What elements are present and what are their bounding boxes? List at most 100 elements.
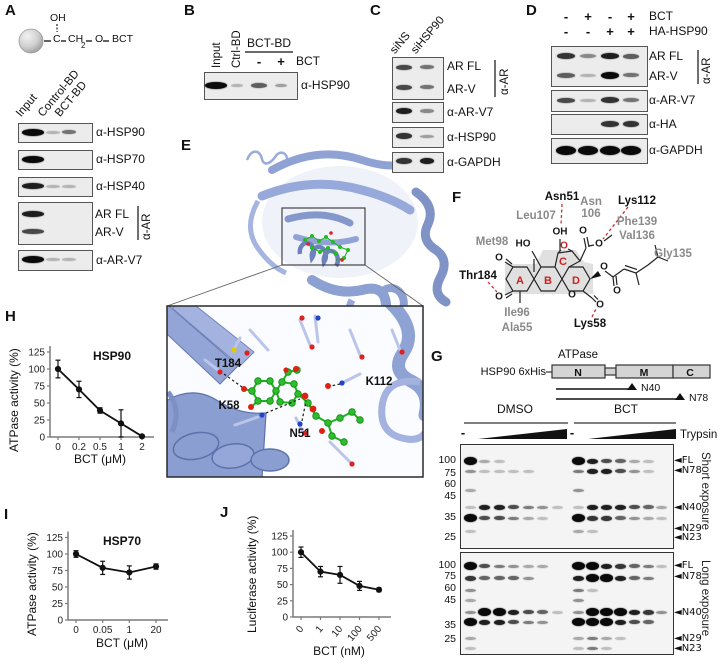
gel-band <box>508 469 519 473</box>
gel-band <box>537 564 548 568</box>
protein-band <box>231 83 243 87</box>
gel-band <box>464 575 476 581</box>
x-tick-label: 1 <box>127 625 133 636</box>
domain-m: M <box>639 367 649 379</box>
protein-band <box>420 65 434 69</box>
ring-letter: B <box>544 275 552 287</box>
gel-band <box>464 636 476 640</box>
protein-band <box>396 133 412 139</box>
blot-box <box>18 202 93 245</box>
data-point <box>126 569 133 576</box>
x-tick-label: 0 <box>55 442 61 453</box>
minus-symbol: - <box>256 54 262 69</box>
gel-band <box>522 620 534 624</box>
chart-hsp90-atpase: 0 25 50 75 100 125 0 0.2 0.5 1 2 <box>28 346 154 453</box>
blot-label-c-arv7: α-AR-V7 <box>447 105 494 119</box>
gel-band <box>522 469 534 473</box>
residue-label: Asn51 <box>544 191 580 203</box>
plus-symbol: + <box>277 54 285 69</box>
minus-symbol: - <box>460 425 466 440</box>
y-tick-label: 100 <box>28 365 45 376</box>
gel-band <box>571 562 585 570</box>
exposure-label-long: Long exposure <box>699 560 711 637</box>
gel-band <box>585 574 599 582</box>
protein-band <box>46 257 60 261</box>
protein-band <box>22 183 44 189</box>
fragment-arrow-label: ◄N23 <box>674 643 702 654</box>
atom-label: O <box>495 252 503 264</box>
x-tick-label: 500 <box>365 624 384 644</box>
gel-band <box>493 469 505 473</box>
protein-structure <box>166 150 451 337</box>
x-tick-label: 0.05 <box>93 625 113 636</box>
protein-band <box>623 73 639 77</box>
gel-band <box>586 646 598 650</box>
protein-band <box>396 158 412 164</box>
gel-band <box>478 608 491 616</box>
trypsin-gradient <box>464 422 676 439</box>
gel-band <box>551 505 563 509</box>
panel-letter-e: E <box>181 137 192 154</box>
gel-band <box>572 469 584 473</box>
gel-band <box>600 515 612 521</box>
protein-band <box>22 255 44 263</box>
blot-label-c-arfl: AR FL <box>447 59 482 73</box>
gel-band <box>586 515 598 521</box>
gel-band <box>642 516 654 520</box>
protein-band <box>600 145 620 155</box>
gel-band <box>613 608 627 616</box>
fragment-arrow-label: ◄N29 <box>674 633 702 644</box>
mw-marker: 60 <box>444 478 456 490</box>
mw-marker: 35 <box>444 619 456 631</box>
y-tick-label: 100 <box>46 550 63 561</box>
fragment-lines <box>556 383 685 400</box>
gel-long-exposure <box>460 552 674 655</box>
atom-label: O <box>596 299 604 311</box>
atom-label: O <box>600 261 608 273</box>
protein-band <box>556 145 576 155</box>
data-point <box>152 563 160 570</box>
gel-band <box>479 564 490 568</box>
protein-band <box>623 121 639 127</box>
gel-band <box>586 504 598 510</box>
residue-label: N51 <box>289 428 311 440</box>
trypsin-wedge-icon <box>478 429 567 439</box>
gel-band <box>572 588 584 592</box>
x-tick-label: 20 <box>150 625 162 636</box>
gel-band <box>508 564 519 568</box>
treatment-symbol: - <box>563 9 569 24</box>
blot-label-a-hsp70: α-HSP70 <box>96 152 145 166</box>
gel-band <box>572 505 584 509</box>
gel-band <box>508 516 519 520</box>
header-label-d-bct: BCT <box>649 9 673 23</box>
bead-oh: OH <box>50 12 66 24</box>
blot-box <box>392 127 444 148</box>
gel-band <box>614 619 626 625</box>
y-tick-label: 50 <box>277 580 289 591</box>
residue-label: K112 <box>365 376 393 388</box>
gel-band <box>614 459 626 463</box>
treatment-label-bct: BCT <box>296 54 320 68</box>
gel-band <box>628 620 640 624</box>
y-tick-label: 50 <box>52 583 64 594</box>
gel-band <box>537 610 548 614</box>
mw-marker: 35 <box>444 511 456 523</box>
gel-band <box>585 608 599 616</box>
blot-label-c-hsp90: α-HSP90 <box>447 130 496 144</box>
gel-band <box>492 608 506 616</box>
group-label-bct-bd: BCT-BD <box>246 36 291 50</box>
data-point <box>99 564 106 571</box>
gel-band <box>585 562 599 570</box>
residue-label: Val136 <box>619 230 655 242</box>
inset-border <box>166 305 424 478</box>
gel-band <box>600 459 612 463</box>
gel-band <box>586 636 598 640</box>
trypsin-wedge-icon <box>588 429 676 439</box>
gel-band <box>628 576 640 580</box>
gel-band <box>642 609 654 615</box>
mw-marker: 25 <box>444 633 456 645</box>
gel-band <box>464 505 476 509</box>
residue-label: T184 <box>214 358 242 370</box>
data-point <box>356 582 363 589</box>
fragment-arrow-label: ◄N78 <box>674 571 702 582</box>
